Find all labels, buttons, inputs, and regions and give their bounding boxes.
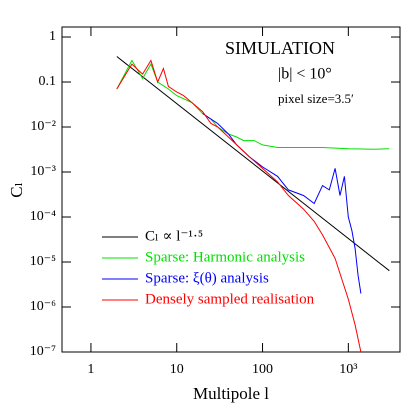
legend-label: Sparse: Harmonic analysis — [145, 249, 305, 265]
x-tick-label: 1 — [87, 362, 94, 377]
annotation: SIMULATION — [225, 38, 335, 58]
legend-label: Densely sampled realisation — [145, 291, 315, 307]
x-tick-label: 100 — [252, 362, 273, 377]
y-tick-label: 10⁻⁶ — [30, 299, 56, 314]
y-tick-label: 10⁻³ — [30, 164, 56, 179]
series-line — [202, 113, 362, 294]
plot-frame — [61, 26, 401, 353]
x-tick-label: 10 — [170, 362, 184, 377]
legend-label: Cₗ ∝ l⁻¹·⁵ — [145, 228, 203, 244]
annotation: pixel size=3.5′ — [278, 91, 354, 106]
x-axis-label: Multipole l — [193, 384, 269, 403]
annotation: |b| < 10° — [278, 66, 332, 83]
y-tick-label: 10⁻⁴ — [30, 209, 56, 224]
y-tick-label: 10⁻² — [30, 119, 56, 134]
y-axis-label: Cₗ — [7, 182, 26, 197]
y-tick-label: 10⁻⁷ — [30, 344, 56, 359]
series-line — [116, 56, 390, 272]
series-line — [116, 59, 362, 353]
x-tick-label: 10³ — [339, 362, 357, 377]
y-tick-label: 1 — [49, 29, 56, 44]
y-tick-label: 0.1 — [39, 74, 57, 89]
y-tick-label: 10⁻⁵ — [30, 254, 56, 269]
legend-label: Sparse: ξ(θ) analysis — [145, 270, 269, 286]
